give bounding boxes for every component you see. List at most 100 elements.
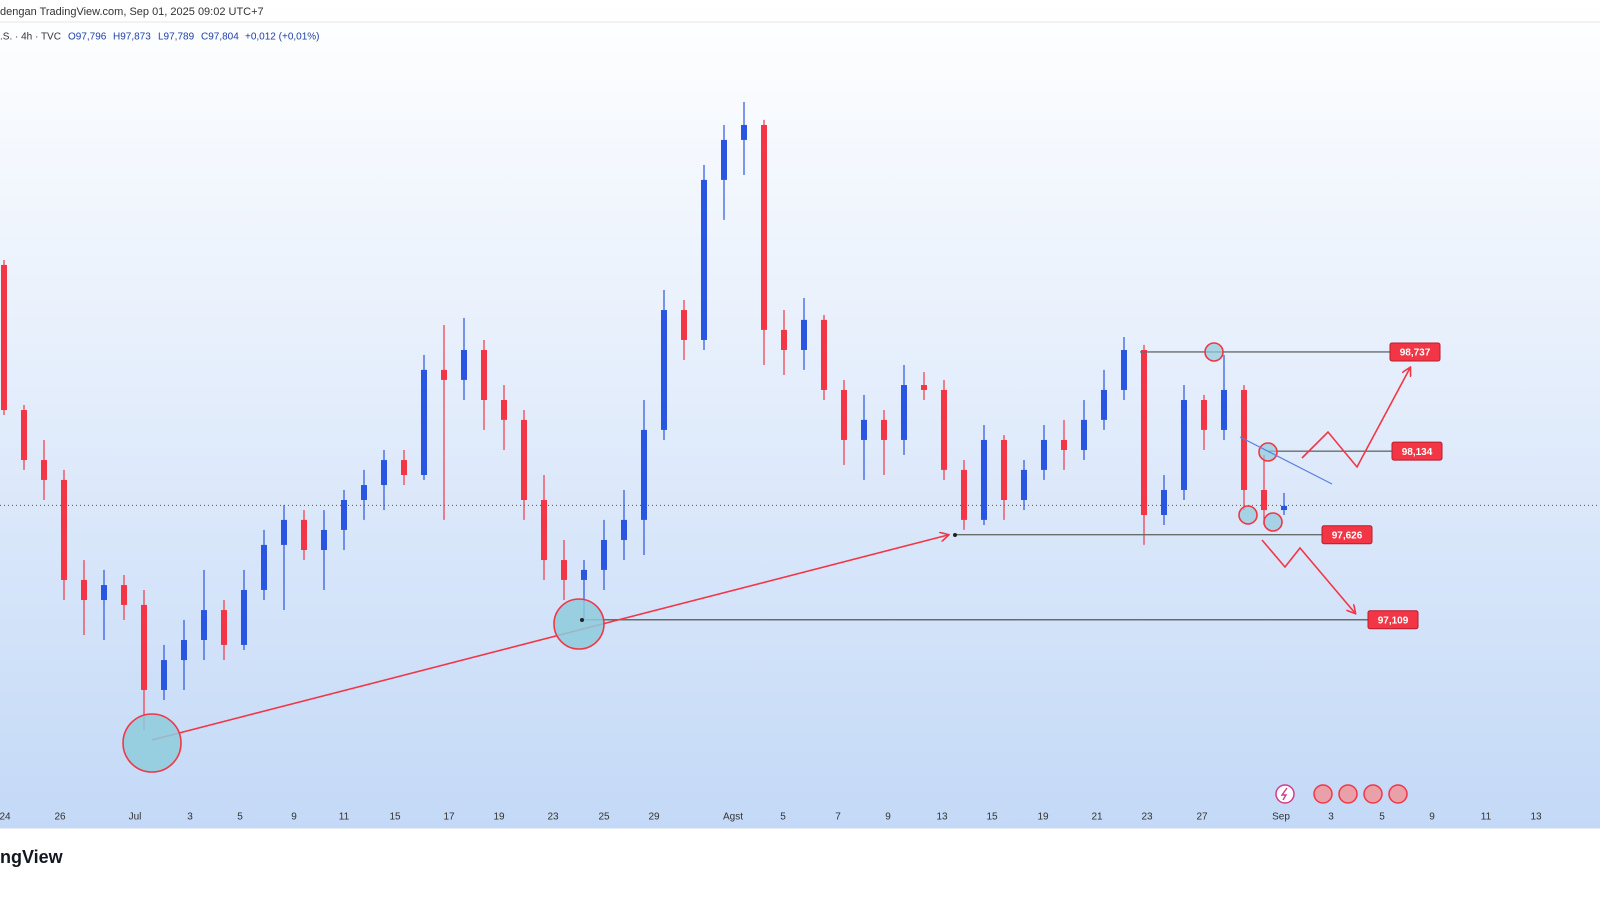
candle-body	[501, 399, 507, 420]
x-tick-label: 13	[1530, 812, 1542, 823]
chart-background	[0, 0, 1600, 828]
circle-marker	[553, 598, 605, 650]
candle-body	[441, 369, 447, 380]
x-tick-label: 15	[389, 812, 401, 823]
candle-body	[961, 469, 967, 520]
candle-body	[721, 139, 727, 180]
candle-body	[241, 589, 247, 645]
candle-body	[301, 519, 307, 551]
circle-marker	[122, 713, 182, 773]
candle-body	[1261, 489, 1267, 511]
candle-body	[1161, 489, 1167, 515]
candle-body	[941, 389, 947, 470]
x-tick-label: 27	[1196, 812, 1208, 823]
x-tick-label: 5	[780, 812, 786, 823]
candle-body	[1201, 399, 1207, 430]
path-down	[1261, 539, 1355, 613]
candle-body	[681, 310, 687, 340]
x-tick-label: 11	[339, 812, 350, 823]
candle-body	[521, 419, 527, 501]
level-label-box	[1391, 441, 1443, 461]
trend-line	[1239, 436, 1333, 485]
event-icon	[1388, 784, 1408, 804]
trend-arrow	[151, 535, 948, 741]
level-label: 97,109	[1378, 615, 1409, 626]
x-tick-label: 11	[1481, 812, 1492, 823]
candle-body	[1061, 439, 1067, 451]
candle-body	[741, 124, 747, 140]
x-tick-label: 9	[291, 812, 297, 823]
x-tick-label: 23	[1141, 812, 1153, 823]
level-label: 98,737	[1400, 348, 1431, 359]
candle-body	[401, 460, 407, 476]
candle-body	[761, 124, 767, 330]
x-tick-label: 5	[237, 812, 243, 823]
circle-marker	[1263, 512, 1283, 532]
candle-body	[841, 389, 847, 440]
candle-body	[81, 579, 87, 601]
x-tick-label: 26	[54, 812, 66, 823]
candle-body	[1221, 389, 1227, 430]
level-label: 98,134	[1402, 447, 1433, 458]
candle-body	[1141, 349, 1147, 515]
candle-body	[341, 500, 347, 530]
event-icon	[1275, 784, 1295, 804]
candle-body	[601, 539, 607, 570]
candle-body	[321, 529, 327, 551]
x-tick-label: 21	[1091, 812, 1103, 823]
candle-body	[701, 179, 707, 340]
x-tick-label: 19	[493, 812, 505, 823]
event-icons	[1275, 784, 1408, 804]
ohlc-high: H97,873	[113, 32, 151, 43]
candle-body	[1241, 389, 1247, 490]
level-label: 97,626	[1332, 530, 1363, 541]
candle-body	[381, 460, 387, 486]
event-icon	[1363, 784, 1383, 804]
ohlc-close: C97,804	[201, 32, 239, 43]
logo: ngView	[0, 847, 64, 867]
x-tick-label: 29	[648, 812, 660, 823]
candle-body	[281, 519, 287, 545]
level-label-box	[1321, 525, 1373, 545]
candle-body	[541, 500, 547, 561]
x-tick-label: 17	[443, 812, 455, 823]
candle-body	[0, 264, 7, 411]
candle-body	[1121, 349, 1127, 390]
candle-body	[801, 319, 807, 350]
x-tick-label: Sep	[1272, 812, 1290, 823]
drawings	[122, 342, 1410, 773]
candle-body	[461, 349, 467, 380]
x-tick-label: 3	[187, 812, 193, 823]
x-tick-label: 9	[1429, 812, 1435, 823]
candle-body	[21, 410, 27, 461]
x-tick-label: 3	[1328, 812, 1334, 823]
symbol-text: .S. · 4h · TVC	[0, 32, 61, 43]
level-label-box	[1367, 610, 1419, 630]
ohlc-change: +0,012 (+0,01%)	[245, 32, 320, 43]
candle-body	[61, 479, 67, 580]
x-tick-label: 9	[885, 812, 891, 823]
candle-body	[1281, 505, 1287, 511]
candle-body	[901, 385, 907, 440]
candle-body	[161, 660, 167, 690]
circle-marker	[1204, 342, 1224, 362]
candle-body	[1181, 399, 1187, 490]
candle-body	[821, 319, 827, 390]
x-tick-label: 19	[1037, 812, 1049, 823]
candle-body	[781, 329, 787, 350]
candle-body	[621, 519, 627, 540]
candle-body	[581, 569, 587, 580]
x-tick-label: 24	[0, 812, 11, 823]
candle-body	[1081, 419, 1087, 451]
point	[953, 533, 957, 537]
candle-body	[921, 385, 927, 390]
level-label-box	[1389, 342, 1441, 362]
candle-body	[661, 310, 667, 430]
candle-body	[261, 544, 267, 590]
x-tick-label: 15	[986, 812, 998, 823]
x-tick-label: 25	[598, 812, 610, 823]
candle-body	[41, 460, 47, 480]
candle-body	[1041, 439, 1047, 470]
